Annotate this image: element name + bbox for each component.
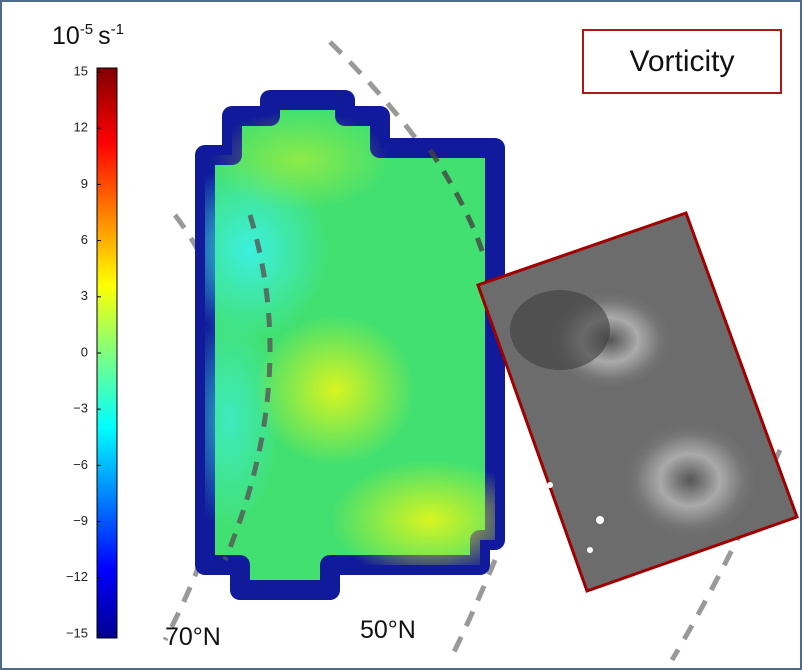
tick-label: −3 — [73, 401, 88, 416]
tick-label: −15 — [66, 625, 88, 640]
tick-label: −12 — [66, 569, 88, 584]
tick-label: 0 — [81, 344, 88, 359]
title: Vorticity — [629, 45, 734, 78]
tick-label: 9 — [81, 176, 88, 191]
tick-label: 3 — [81, 288, 88, 303]
unit-exp: -5 — [80, 21, 93, 38]
unit: s — [98, 22, 111, 50]
tick-label: 6 — [81, 232, 88, 247]
tick-label: 12 — [74, 120, 88, 135]
unit-exp: -1 — [111, 21, 124, 38]
figure: Vorticity 10-5 s-1 15 12 9 6 3 0 −3 −6 −9 −12 −15 7… — [0, 0, 802, 670]
tick-label: −9 — [73, 513, 88, 528]
unit-base: 10 — [52, 22, 80, 50]
tick-label: 15 — [74, 63, 88, 78]
lat-label: 70°N — [165, 623, 221, 651]
tick-label: −6 — [73, 457, 88, 472]
lat-label: 50°N — [360, 616, 416, 644]
